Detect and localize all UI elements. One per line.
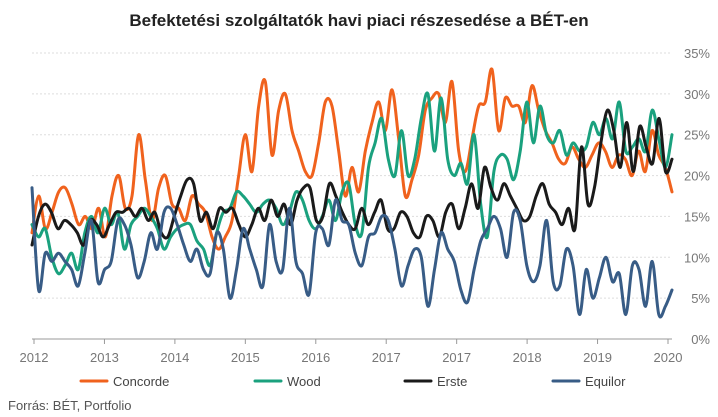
x-tick-label: 2020 [654, 350, 683, 365]
series-line-wood [30, 91, 674, 276]
x-tick-label: 2017 [372, 350, 401, 365]
y-tick-label: 5% [691, 291, 710, 306]
y-axis: 0% 5% 10% 15% 20% 25% 30% 35% [684, 46, 710, 347]
legend: Concorde Wood Erste Equilor [79, 374, 626, 389]
x-tick-label: 2015 [231, 350, 260, 365]
y-tick-label: 20% [684, 169, 710, 184]
y-tick-label: 15% [684, 209, 710, 224]
legend-label: Erste [437, 374, 467, 389]
x-tick-label: 2014 [160, 350, 189, 365]
y-tick-label: 0% [691, 332, 710, 347]
legend-label: Wood [287, 374, 321, 389]
y-tick-label: 25% [684, 128, 710, 143]
y-tick-label: 35% [684, 46, 710, 61]
x-tick-label: 2019 [583, 350, 612, 365]
source-note: Forrás: BÉT, Portfolio [8, 398, 132, 413]
series-line-erste [30, 108, 674, 247]
series-line-concorde [30, 67, 674, 251]
chart-title: Befektetési szolgáltatók havi piaci rész… [129, 11, 588, 30]
x-tick-label: 2012 [20, 350, 49, 365]
series-layer [30, 67, 674, 319]
x-tick-label: 2017 [442, 350, 471, 365]
x-tick-label: 2013 [90, 350, 119, 365]
legend-label: Equilor [585, 374, 626, 389]
series-line-equilor [30, 186, 674, 319]
x-axis: 2012 2013 2014 2015 2016 2017 2017 2018 2019 2020 [20, 339, 683, 365]
y-tick-label: 30% [684, 87, 710, 102]
y-tick-label: 10% [684, 250, 710, 265]
x-tick-label: 2018 [513, 350, 542, 365]
x-tick-label: 2016 [301, 350, 330, 365]
legend-label: Concorde [113, 374, 169, 389]
